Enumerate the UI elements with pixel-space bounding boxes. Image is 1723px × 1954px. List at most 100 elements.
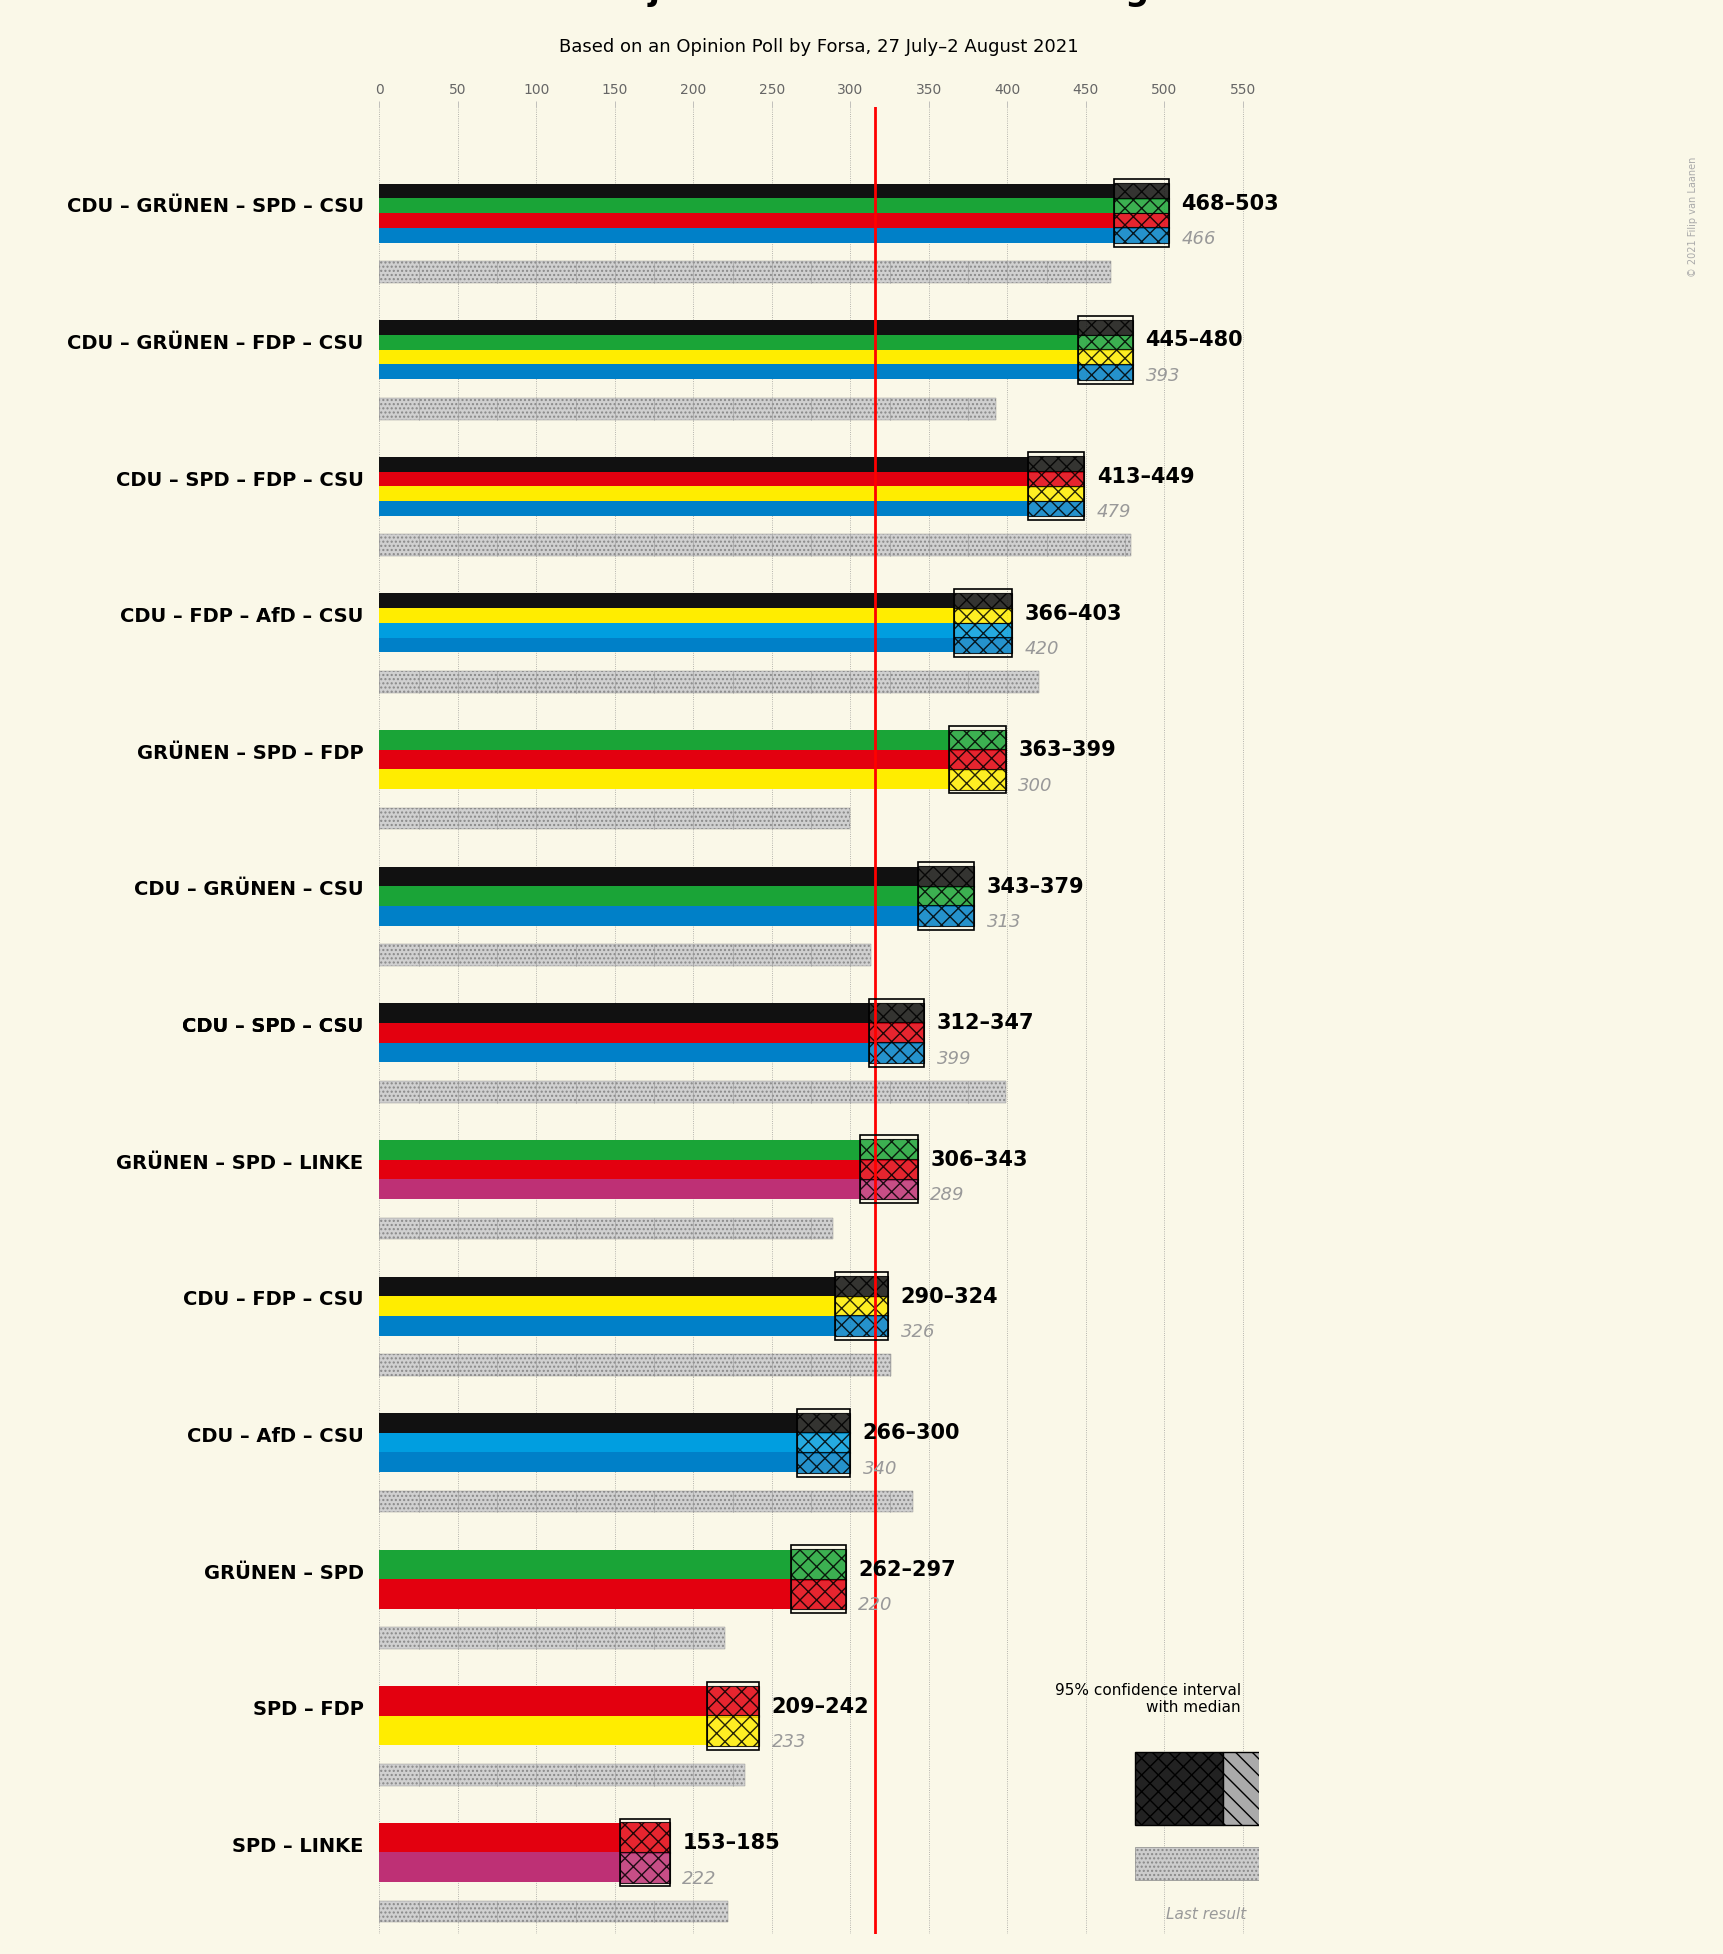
Bar (953, 592, 1011, 608)
Bar (379, 1276, 834, 1296)
Bar (379, 487, 1027, 500)
Bar (379, 213, 1113, 229)
Text: 326: 326 (899, 1323, 934, 1340)
Bar (379, 1081, 1005, 1102)
Text: 413–449: 413–449 (1096, 467, 1194, 487)
Bar (379, 1002, 868, 1024)
Text: SPD – LINKE: SPD – LINKE (233, 1837, 364, 1856)
Bar (379, 608, 953, 623)
Bar (917, 862, 973, 930)
Text: 290–324: 290–324 (899, 1286, 998, 1307)
Bar (791, 1550, 844, 1581)
Bar (860, 1135, 917, 1204)
Bar (949, 725, 1005, 793)
Bar (1027, 471, 1084, 487)
Bar (834, 1276, 887, 1297)
Bar (379, 623, 953, 637)
Text: Based on an Opinion Poll by Forsa, 27 July–2 August 2021: Based on an Opinion Poll by Forsa, 27 Ju… (558, 39, 1079, 57)
Bar (379, 807, 849, 828)
Bar (791, 1579, 844, 1610)
Bar (706, 1682, 758, 1749)
Bar (868, 1041, 924, 1063)
Bar (379, 1178, 860, 1200)
Bar (379, 670, 1037, 694)
Text: 363–399: 363–399 (1018, 741, 1115, 760)
Bar (379, 868, 917, 887)
Bar (796, 1413, 849, 1434)
Text: 399: 399 (936, 1049, 970, 1067)
Bar (379, 1159, 860, 1178)
Bar (379, 1579, 791, 1608)
Text: CDU – GRÜNEN – SPD – CSU: CDU – GRÜNEN – SPD – CSU (67, 197, 364, 217)
Bar (1027, 457, 1084, 473)
Text: Seat Projections for the Bundestag: Seat Projections for the Bundestag (488, 0, 1149, 8)
Bar (796, 1432, 849, 1454)
Bar (379, 1043, 868, 1063)
Text: 306–343: 306–343 (930, 1151, 1027, 1170)
Bar (379, 1716, 706, 1745)
Bar (379, 262, 1110, 283)
Bar (860, 1178, 917, 1200)
Bar (379, 1823, 619, 1852)
Bar (379, 1764, 744, 1786)
Text: CDU – GRÜNEN – FDP – CSU: CDU – GRÜNEN – FDP – CSU (67, 334, 364, 354)
Bar (1027, 500, 1084, 516)
Text: 393: 393 (1144, 367, 1179, 385)
Bar (1113, 213, 1168, 229)
Bar (949, 748, 1005, 770)
Bar (379, 1628, 724, 1649)
Text: Last result: Last result (1165, 1907, 1246, 1923)
Bar (379, 670, 1037, 694)
Bar (1077, 334, 1132, 350)
Bar (949, 768, 1005, 789)
Text: 313: 313 (986, 913, 1020, 932)
Bar (379, 1217, 832, 1239)
Bar (379, 1413, 796, 1432)
Bar (379, 1901, 727, 1923)
Bar (868, 1002, 924, 1024)
Bar (379, 1686, 706, 1716)
Text: CDU – SPD – CSU: CDU – SPD – CSU (183, 1016, 364, 1036)
Bar (619, 1819, 669, 1886)
Bar (379, 1491, 913, 1512)
Text: 222: 222 (682, 1870, 717, 1888)
Bar (619, 1823, 669, 1852)
Bar (706, 1716, 758, 1747)
Bar (379, 944, 870, 965)
Bar (953, 623, 1011, 639)
Bar (868, 998, 924, 1067)
Text: CDU – SPD – FDP – CSU: CDU – SPD – FDP – CSU (115, 471, 364, 490)
Bar (834, 1272, 887, 1340)
Bar (868, 1022, 924, 1043)
Bar (379, 637, 953, 653)
Bar (834, 1296, 887, 1317)
Bar (379, 1550, 791, 1579)
Text: 479: 479 (1096, 504, 1130, 522)
Text: 153–185: 153–185 (682, 1833, 779, 1852)
Text: 233: 233 (772, 1733, 806, 1751)
Text: 300: 300 (1018, 776, 1053, 795)
Bar (379, 731, 949, 750)
Bar (860, 1159, 917, 1180)
Text: 95% confidence interval
with median: 95% confidence interval with median (1054, 1682, 1241, 1716)
Bar (379, 1901, 727, 1923)
Bar (379, 399, 996, 420)
Text: 420: 420 (1023, 641, 1058, 658)
Bar (379, 262, 1110, 283)
Bar (379, 807, 849, 828)
Bar (379, 1296, 834, 1315)
Bar (949, 729, 1005, 750)
Bar (379, 399, 996, 420)
Bar (1077, 317, 1132, 383)
Text: SPD – FDP: SPD – FDP (253, 1700, 364, 1720)
Bar (953, 637, 1011, 653)
Bar (379, 184, 1113, 197)
Bar (379, 1628, 724, 1649)
Bar (379, 350, 1077, 363)
Bar (1135, 1751, 1223, 1825)
Bar (1027, 453, 1084, 520)
Text: 220: 220 (858, 1596, 893, 1614)
Bar (379, 1081, 1005, 1102)
Bar (796, 1452, 849, 1473)
Bar (834, 1315, 887, 1337)
